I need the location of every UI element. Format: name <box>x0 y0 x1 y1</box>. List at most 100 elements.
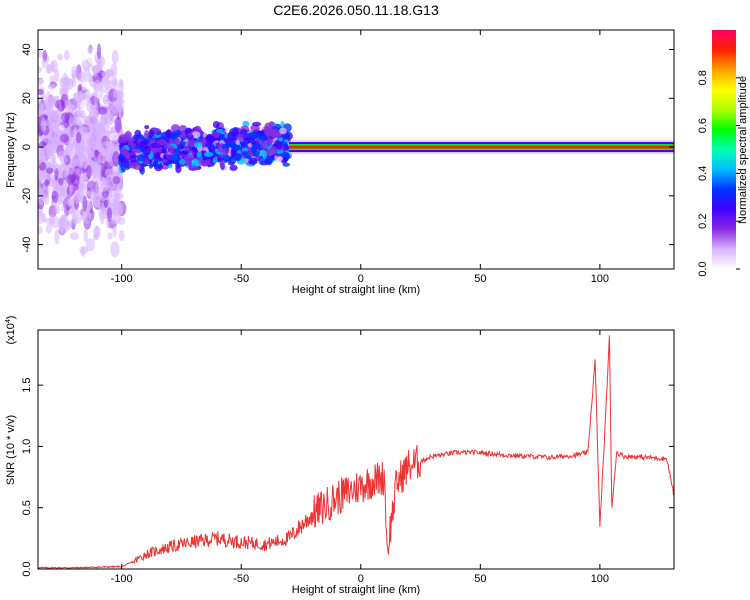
heat-cell <box>90 188 100 196</box>
heat-cell <box>79 174 84 190</box>
heat-cell <box>142 145 152 156</box>
heat-cell <box>54 229 60 245</box>
snr-y-scale-exp: 4 <box>5 319 12 323</box>
heat-cell <box>282 141 288 148</box>
heat-cell <box>235 139 240 146</box>
heat-cell <box>285 153 291 159</box>
heat-cell <box>233 145 243 151</box>
spectrogram-y-tick-label: 20 <box>21 92 33 104</box>
heat-cell <box>79 245 89 255</box>
heat-cell <box>41 212 47 223</box>
heat-cell <box>105 168 112 179</box>
heat-cell <box>98 106 108 115</box>
heat-cell <box>260 133 266 143</box>
heat-cell <box>63 147 72 156</box>
heat-cell <box>111 100 119 114</box>
heat-cell <box>205 133 214 144</box>
heat-cell <box>212 121 220 129</box>
heat-cell <box>109 217 118 224</box>
heat-cell <box>123 150 130 159</box>
heat-cell <box>86 164 92 180</box>
heat-cell <box>81 81 88 91</box>
heat-cell <box>144 124 150 130</box>
heat-cell <box>99 122 106 135</box>
heat-cell <box>98 241 108 250</box>
heat-cell <box>170 153 181 164</box>
heat-cell <box>173 137 181 146</box>
heat-cell <box>72 92 82 104</box>
heat-cell <box>75 192 80 201</box>
heat-cell <box>83 228 89 243</box>
snr-x-tick-label: 0 <box>358 573 364 585</box>
heat-cell <box>57 99 66 112</box>
spectrogram-y-tick-label: 0 <box>21 144 33 150</box>
heat-cell <box>154 156 159 166</box>
snr-y-label: SNR (10 * v/v) <box>5 415 17 485</box>
heat-cell <box>258 155 264 166</box>
heat-cell <box>51 190 59 203</box>
snr-panel: -100 -50 0 50 100 0.0 0.5 1.0 1.5 Height of str… <box>5 316 675 596</box>
heat-cell <box>246 133 252 142</box>
heat-cell <box>210 144 216 153</box>
snr-frame <box>37 329 675 570</box>
heat-cell <box>52 153 57 170</box>
heat-cell <box>113 202 123 218</box>
heat-cell <box>249 131 257 139</box>
heat-cell <box>81 211 88 222</box>
heat-cell <box>103 199 109 208</box>
heat-cell <box>96 43 102 60</box>
heat-cell <box>40 116 47 133</box>
snr-y-tick-label: 0.0 <box>21 561 33 576</box>
heat-cell <box>44 179 50 187</box>
heat-cell <box>227 131 236 142</box>
heat-cell <box>75 131 82 144</box>
colorbar-gradient <box>712 30 736 269</box>
colorbar: 0.0 0.2 0.4 0.6 0.8 Normalized spectral ampl… <box>697 30 749 277</box>
snr-y-tick-label: 1.0 <box>21 439 33 454</box>
heat-cell <box>83 88 91 100</box>
spectrogram-panel: -100 -50 0 50 100 -40 -20 0 20 40 Height of stra… <box>5 29 675 296</box>
heat-cell <box>102 95 108 109</box>
heat-cell <box>63 100 73 110</box>
heat-cell <box>251 121 262 127</box>
heat-cell <box>91 163 102 180</box>
snr-x-tick-label: 100 <box>591 573 609 585</box>
heat-cell <box>221 154 231 162</box>
heat-cell <box>175 164 182 174</box>
spectrogram-x-label: Height of straight line (km) <box>292 284 420 296</box>
spectrogram-y-tick-label: -40 <box>21 237 33 253</box>
heat-cell <box>141 139 149 145</box>
heat-cell <box>38 225 43 235</box>
heat-cell <box>112 176 121 185</box>
heat-cell <box>58 124 65 131</box>
heat-cell <box>161 148 168 154</box>
figure-title: C2E6.2026.050.11.18.G13 <box>273 2 439 18</box>
heat-cell <box>165 129 172 139</box>
heat-cell <box>62 212 69 229</box>
heat-cell <box>100 177 109 193</box>
heat-cell <box>139 143 144 149</box>
heat-cell <box>260 141 267 150</box>
heat-cell <box>194 142 203 148</box>
heat-cell <box>71 174 81 187</box>
heat-cell <box>97 60 104 71</box>
heat-cell <box>196 151 202 159</box>
heat-cell <box>280 121 285 128</box>
spectrogram-x-tick-label: 100 <box>591 273 609 285</box>
spectrogram-x-tick-label: -100 <box>111 273 133 285</box>
heat-cell <box>60 76 69 90</box>
snr-y-ticks: 0.0 0.5 1.0 1.5 <box>21 378 674 577</box>
snr-y-scale-base: (x10 <box>5 323 17 344</box>
heat-cell <box>278 137 283 142</box>
heat-cell <box>61 205 67 212</box>
heat-cell <box>107 232 113 240</box>
heat-cell <box>121 136 128 144</box>
heat-cell <box>54 109 61 122</box>
heat-cell <box>105 140 115 150</box>
heat-cell <box>71 66 79 79</box>
heat-cell <box>179 150 190 155</box>
heat-cell <box>45 223 52 234</box>
heat-cell <box>69 183 75 193</box>
